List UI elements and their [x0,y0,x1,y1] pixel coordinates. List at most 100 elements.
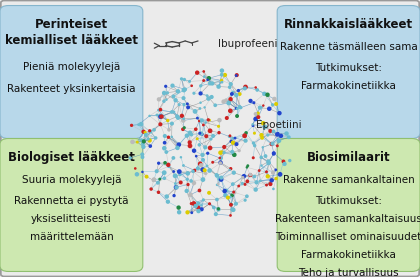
Point [197,101,204,105]
Point [134,172,140,176]
Point [158,114,165,119]
Point [223,98,229,102]
Point [241,182,248,187]
Point [219,150,226,155]
Point [175,205,182,210]
Point [192,109,198,114]
Point [226,100,232,104]
Point [229,207,236,212]
Point [203,134,210,138]
Point [244,165,250,170]
Point [242,198,249,202]
Point [215,84,222,89]
Point [186,140,193,145]
Point [146,114,153,118]
Point [181,88,187,92]
Point [252,188,259,192]
Point [177,180,184,185]
Point [241,134,248,138]
Point [233,142,240,146]
Point [201,105,208,110]
Point [267,182,274,186]
Point [273,102,279,106]
Point [180,118,186,123]
FancyBboxPatch shape [277,138,420,271]
Point [163,84,169,89]
Point [198,131,205,136]
Point [192,204,199,208]
Text: yksiselitteisesti: yksiselitteisesti [31,214,112,224]
Point [175,89,181,94]
Point [139,170,146,174]
Point [222,73,228,77]
Point [270,152,277,156]
Point [206,202,213,206]
Point [176,143,182,147]
Point [163,194,170,199]
Point [205,76,212,80]
Point [197,106,203,111]
Point [209,160,216,165]
Point [233,93,240,97]
Point [277,172,284,176]
Text: Pieniä molekyylejä: Pieniä molekyylejä [23,62,120,72]
Point [139,152,146,157]
Point [207,146,213,150]
Point [274,144,281,148]
Point [200,78,207,83]
Point [270,187,277,191]
Point [258,163,265,168]
Point [219,80,226,84]
Point [251,174,258,179]
Point [234,114,240,118]
Point [213,212,219,216]
Point [180,163,187,168]
Point [205,151,211,155]
Point [157,114,164,118]
Point [214,197,220,202]
FancyBboxPatch shape [277,6,420,138]
Point [257,105,263,110]
Point [215,182,222,186]
Point [196,188,203,193]
Point [145,137,152,141]
Point [197,131,203,135]
Point [142,130,148,135]
Point [178,77,185,81]
Point [247,173,254,177]
Point [218,177,225,182]
Point [202,145,209,150]
Point [188,132,195,137]
Point [182,87,189,92]
Point [150,178,157,183]
Text: Tutkimukset:: Tutkimukset: [315,63,382,73]
Point [260,121,267,125]
Point [186,79,193,84]
Point [250,101,257,105]
Text: Rakennetta ei pystytä: Rakennetta ei pystytä [14,196,129,206]
Point [216,118,223,122]
Point [256,168,262,173]
Point [189,211,195,215]
Point [186,144,193,148]
Point [191,181,197,185]
Point [233,73,239,78]
Point [176,142,183,146]
Point [172,98,179,102]
Point [226,101,232,105]
Point [242,85,249,89]
Point [181,77,188,82]
Point [227,166,234,171]
Point [241,174,247,178]
Text: Rinnakkaislääkkeet: Rinnakkaislääkkeet [284,18,413,31]
Point [243,131,249,135]
Point [176,210,182,214]
Point [151,177,158,182]
Point [185,182,192,187]
Point [172,181,178,186]
Point [227,109,234,113]
Point [270,170,276,175]
Point [192,127,199,132]
Text: Farmakokinetiikka: Farmakokinetiikka [301,250,396,260]
Point [195,205,202,210]
